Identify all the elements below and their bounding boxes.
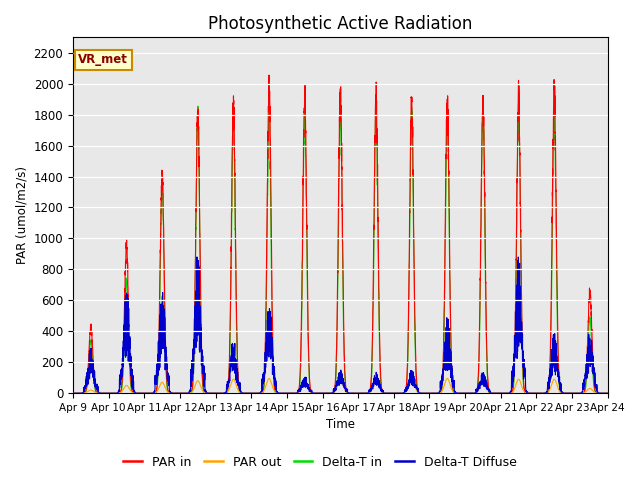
- Line: Delta-T Diffuse: Delta-T Diffuse: [73, 257, 608, 393]
- PAR in: [431, 390, 438, 396]
- Delta-T Diffuse: [321, 390, 328, 396]
- PAR in: [604, 390, 611, 396]
- Y-axis label: PAR (umol/m2/s): PAR (umol/m2/s): [15, 166, 28, 264]
- Line: PAR out: PAR out: [73, 378, 608, 393]
- Delta-T Diffuse: [460, 390, 468, 396]
- Delta-T in: [604, 390, 612, 396]
- PAR out: [491, 390, 499, 396]
- Delta-T in: [321, 390, 328, 396]
- PAR out: [321, 390, 328, 396]
- Delta-T in: [69, 390, 77, 396]
- PAR in: [69, 390, 77, 396]
- PAR out: [460, 390, 468, 396]
- PAR in: [460, 390, 468, 396]
- Delta-T Diffuse: [491, 390, 499, 396]
- PAR out: [444, 375, 451, 381]
- Delta-T in: [490, 390, 498, 396]
- Delta-T in: [604, 390, 611, 396]
- Line: Delta-T in: Delta-T in: [73, 105, 608, 393]
- Line: PAR in: PAR in: [73, 75, 608, 393]
- PAR out: [604, 390, 611, 396]
- PAR in: [491, 390, 499, 396]
- Delta-T in: [515, 102, 522, 108]
- Delta-T in: [165, 390, 173, 396]
- Delta-T Diffuse: [165, 373, 173, 379]
- PAR in: [265, 72, 273, 78]
- Delta-T Diffuse: [604, 390, 611, 396]
- Delta-T Diffuse: [604, 390, 612, 396]
- PAR in: [321, 390, 328, 396]
- PAR in: [604, 390, 612, 396]
- Delta-T Diffuse: [431, 390, 438, 396]
- Text: VR_met: VR_met: [78, 53, 128, 66]
- X-axis label: Time: Time: [326, 419, 355, 432]
- PAR out: [165, 390, 173, 396]
- Delta-T in: [460, 390, 468, 396]
- PAR in: [165, 390, 173, 396]
- PAR out: [604, 390, 612, 396]
- PAR out: [431, 390, 438, 396]
- Delta-T Diffuse: [193, 254, 201, 260]
- Delta-T Diffuse: [69, 390, 77, 396]
- PAR out: [69, 390, 77, 396]
- Legend: PAR in, PAR out, Delta-T in, Delta-T Diffuse: PAR in, PAR out, Delta-T in, Delta-T Dif…: [118, 451, 522, 474]
- Title: Photosynthetic Active Radiation: Photosynthetic Active Radiation: [208, 15, 472, 33]
- Delta-T in: [431, 390, 438, 396]
